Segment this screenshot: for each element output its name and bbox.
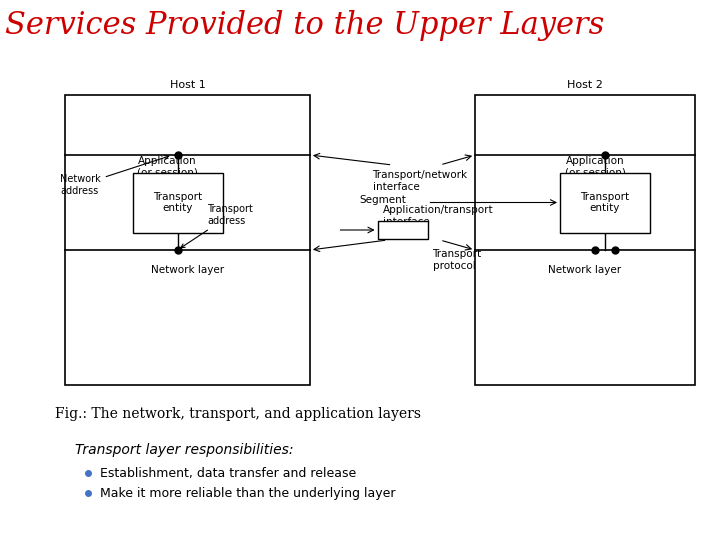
- Text: Transport
protocol: Transport protocol: [433, 249, 482, 271]
- Bar: [377, 221, 428, 239]
- Text: Transport layer responsibilities:: Transport layer responsibilities:: [75, 443, 294, 457]
- Text: Application
(or session)
layer: Application (or session) layer: [137, 156, 198, 189]
- Text: Network
address: Network address: [60, 156, 168, 196]
- Text: Network layer: Network layer: [549, 265, 621, 275]
- Bar: [65, 95, 310, 385]
- Text: Host 1: Host 1: [170, 80, 205, 90]
- Text: Application/transport
interface: Application/transport interface: [382, 205, 493, 227]
- Text: Network layer: Network layer: [151, 265, 224, 275]
- Text: Make it more reliable than the underlying layer: Make it more reliable than the underlyin…: [100, 487, 395, 500]
- Bar: [475, 95, 695, 385]
- Text: Transport
entity: Transport entity: [153, 192, 202, 213]
- Text: Host 2: Host 2: [567, 80, 603, 90]
- Text: Transport/network
interface: Transport/network interface: [372, 170, 467, 192]
- Text: Segment: Segment: [359, 195, 406, 205]
- Text: Fig.: The network, transport, and application layers: Fig.: The network, transport, and applic…: [55, 407, 421, 421]
- Text: Establishment, data transfer and release: Establishment, data transfer and release: [100, 467, 356, 480]
- Text: Transport
address: Transport address: [181, 204, 253, 248]
- Bar: [132, 172, 222, 233]
- Text: Services Provided to the Upper Layers: Services Provided to the Upper Layers: [5, 10, 604, 41]
- Bar: [560, 172, 650, 233]
- Text: Application
(or session)
layer: Application (or session) layer: [564, 156, 626, 189]
- Text: Transport
entity: Transport entity: [580, 192, 629, 213]
